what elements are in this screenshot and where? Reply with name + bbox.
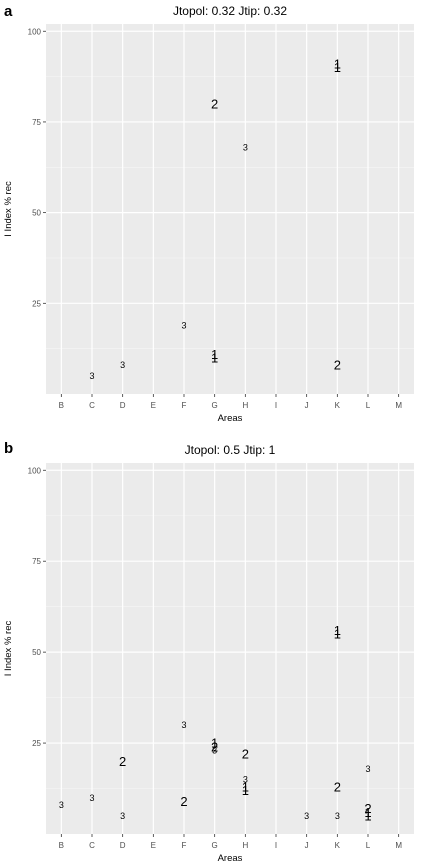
plot-background [46,463,414,834]
x-tick-label: F [182,401,187,410]
data-point: 1 [334,60,341,75]
data-point: 2 [242,747,249,762]
x-axis-label: Areas [218,853,243,864]
x-tick-label: J [305,401,309,410]
data-point: 1 [211,347,218,362]
x-tick-label: K [335,401,341,410]
x-tick-label: L [366,401,371,410]
x-tick-label: I [275,401,277,410]
x-tick-label: B [59,841,64,850]
data-point: 1 [211,350,218,365]
data-point: 3 [243,775,248,785]
data-point: 1 [334,627,341,642]
data-point: 2 [364,801,371,816]
plot-background [46,24,414,394]
data-point: 1 [242,783,249,798]
y-tick-label: 100 [28,466,42,475]
y-tick-label: 25 [32,739,41,748]
x-tick-label: C [89,401,95,410]
data-point: 1 [242,779,249,794]
x-tick-label: G [212,401,218,410]
data-point: 3 [181,720,186,730]
x-tick-label: D [120,401,126,410]
data-point: 2 [334,358,341,373]
y-tick-label: 50 [32,209,41,218]
x-tick-label: H [242,841,248,850]
data-point: 3 [365,764,370,774]
x-tick-label: I [275,841,277,850]
data-point: 2 [180,794,187,809]
data-point: 3 [243,143,248,153]
data-point: 3 [89,371,94,381]
y-axis-label: I Index % rec [3,181,14,237]
data-point: 2 [211,739,218,754]
chart-title: Jtopol: 0.32 Jtip: 0.32 [173,4,287,18]
y-tick-label: 25 [32,299,41,308]
panel-label: a [4,3,13,20]
data-point: 1 [364,805,371,820]
x-tick-label: J [305,841,309,850]
x-tick-label: M [395,841,402,850]
panel-label: b [4,440,13,457]
x-tick-label: G [212,841,218,850]
chart-title: Jtopol: 0.5 Jtip: 1 [185,443,276,457]
x-tick-label: M [395,401,402,410]
data-point: 3 [120,360,125,370]
data-point: 3 [335,811,340,821]
x-axis-label: Areas [218,413,243,424]
data-point: 2 [334,779,341,794]
data-point: 2 [211,96,218,111]
data-point: 1 [334,57,341,72]
x-tick-label: E [151,401,156,410]
x-tick-label: F [182,841,187,850]
y-tick-label: 75 [32,557,41,566]
data-point: 3 [89,793,94,803]
y-tick-label: 50 [32,648,41,657]
x-tick-label: L [366,841,371,850]
x-tick-label: E [151,841,156,850]
data-point: 3 [120,811,125,821]
data-point: 3 [304,811,309,821]
data-point: 1 [334,623,341,638]
y-tick-label: 100 [28,27,42,36]
x-tick-label: H [242,401,248,410]
y-axis-label: I Index % rec [3,621,14,677]
data-point: 3 [59,800,64,810]
data-point: 1 [211,736,218,751]
x-tick-label: K [335,841,341,850]
x-tick-label: C [89,841,95,850]
data-point: 3 [181,320,186,330]
data-point: 1 [364,808,371,823]
x-tick-label: D [120,841,126,850]
x-tick-label: B [59,401,64,410]
y-tick-label: 75 [32,118,41,127]
data-point: 2 [119,754,126,769]
data-point: 3 [212,746,217,756]
